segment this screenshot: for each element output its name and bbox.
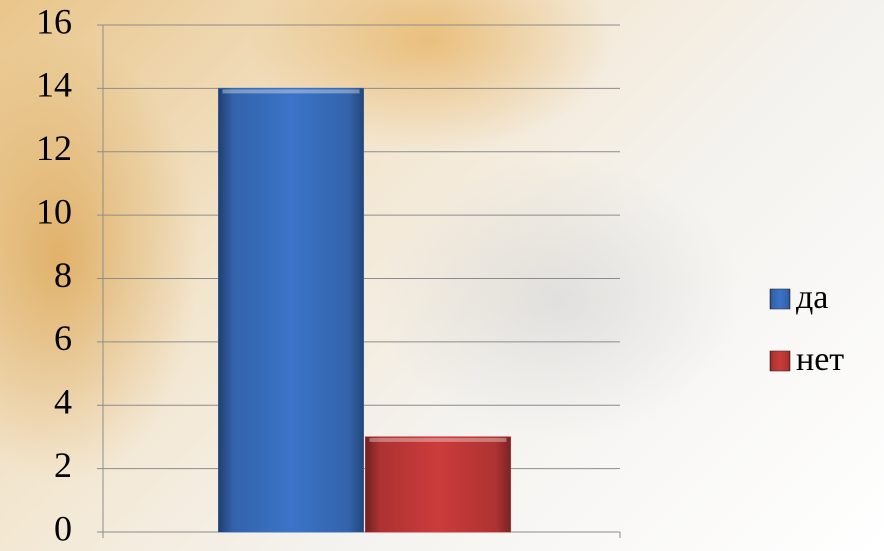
bar-highlight [369, 437, 507, 442]
bar-highlight [222, 89, 360, 94]
bar-group [218, 87, 364, 533]
bar-group [365, 436, 511, 533]
y-tick-label: 8 [54, 255, 72, 295]
y-tick-label: 16 [36, 1, 72, 41]
y-tick-label: 14 [36, 65, 72, 105]
legend-label: да [796, 279, 828, 316]
y-tick-label: 0 [54, 508, 72, 548]
y-tick-label: 12 [36, 128, 72, 168]
bar-shade [365, 436, 511, 532]
y-tick-label: 4 [54, 382, 72, 422]
y-tick-label: 6 [54, 318, 72, 358]
bar-shade [218, 88, 364, 532]
y-tick-label: 10 [36, 191, 72, 231]
legend-swatch-shade [770, 289, 790, 309]
y-tick-label: 2 [54, 445, 72, 485]
legend-swatch-shade [770, 351, 790, 371]
legend: да нет [769, 279, 844, 378]
legend-label: нет [796, 341, 844, 378]
